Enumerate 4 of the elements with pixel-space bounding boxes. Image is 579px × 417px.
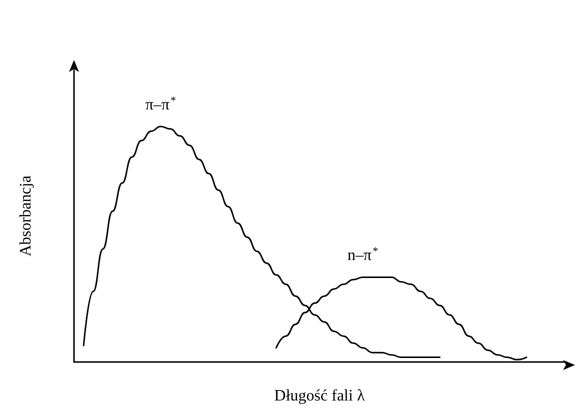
annotation: n–π* bbox=[348, 246, 378, 264]
y-axis-title: Absorbancja bbox=[18, 176, 34, 256]
x-axis-title: Długość fali λ bbox=[274, 388, 365, 404]
text: π–π* bbox=[145, 95, 176, 114]
